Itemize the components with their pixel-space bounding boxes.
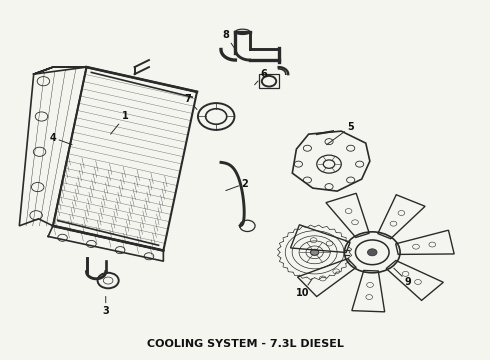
Text: 6: 6 <box>255 69 268 85</box>
Text: 1: 1 <box>111 112 128 134</box>
Text: COOLING SYSTEM - 7.3L DIESEL: COOLING SYSTEM - 7.3L DIESEL <box>147 339 343 349</box>
Text: 7: 7 <box>184 94 197 109</box>
Text: 3: 3 <box>102 296 109 315</box>
Text: 5: 5 <box>327 122 354 145</box>
Text: 4: 4 <box>49 133 72 145</box>
Circle shape <box>368 249 377 256</box>
Text: 10: 10 <box>296 279 312 298</box>
Text: 2: 2 <box>226 179 248 190</box>
Text: 8: 8 <box>222 30 235 49</box>
Text: 9: 9 <box>394 268 412 287</box>
Circle shape <box>311 249 319 255</box>
